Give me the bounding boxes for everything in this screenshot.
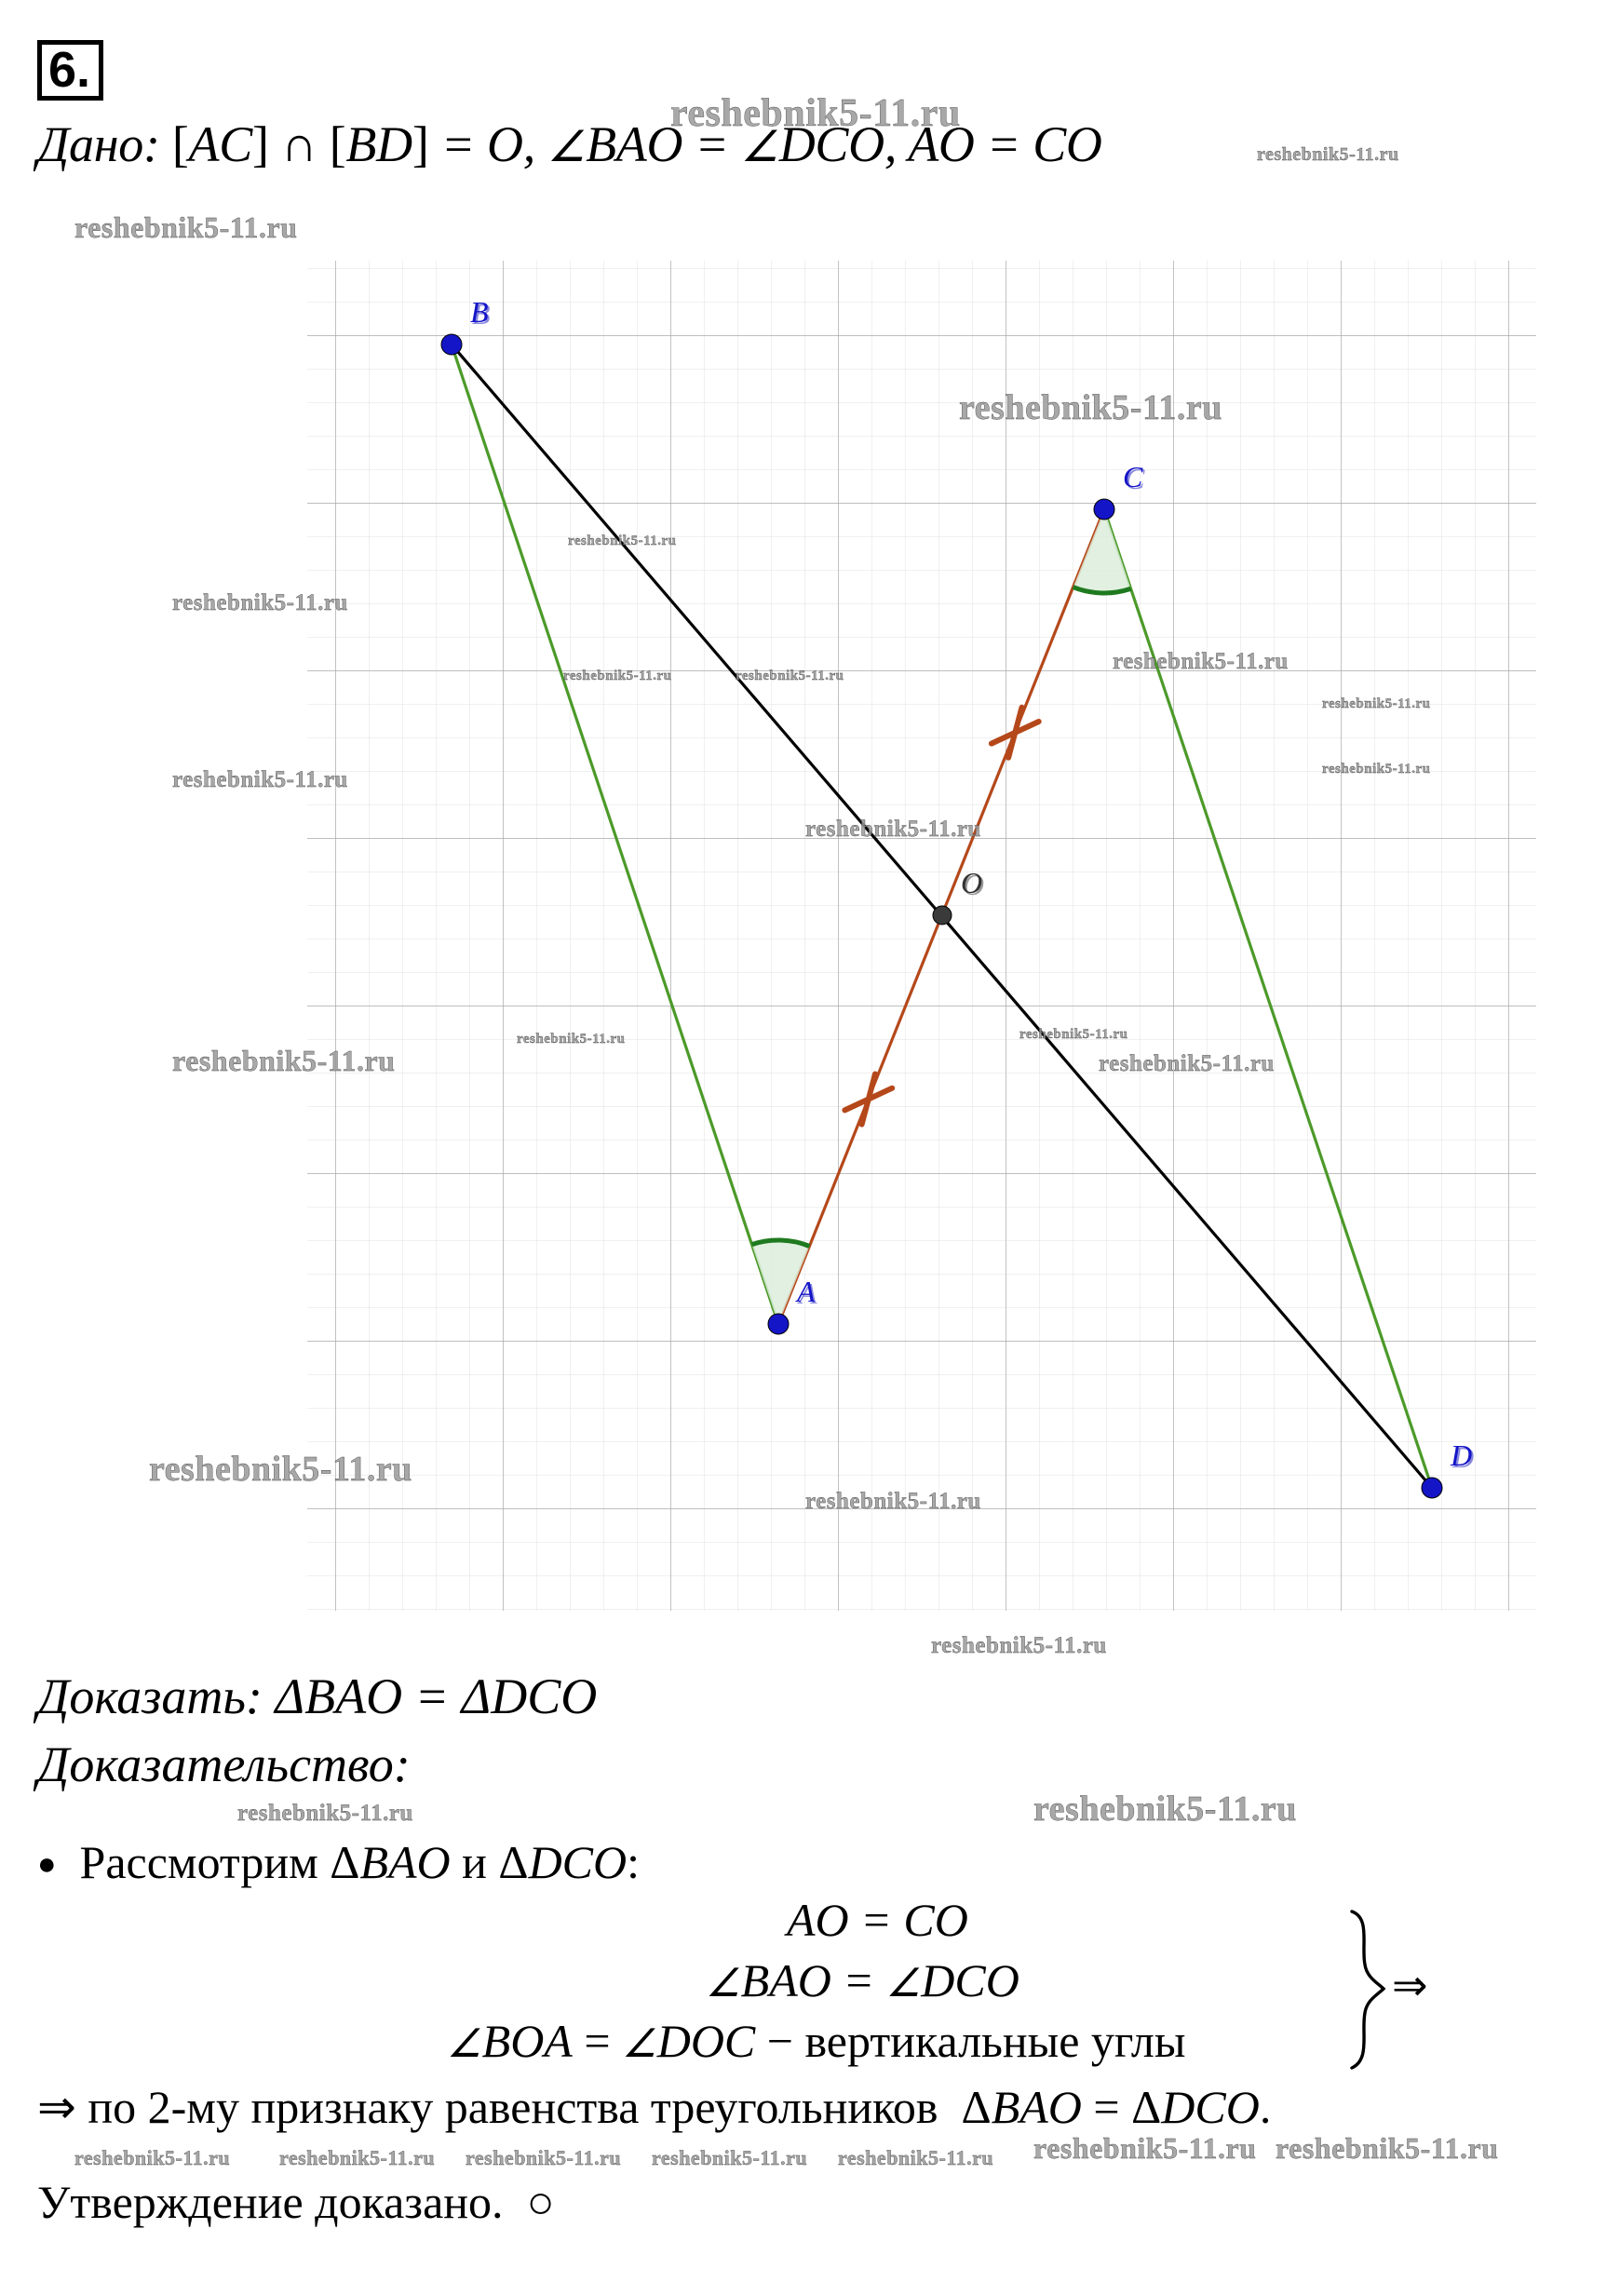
svg-text:O: O [961, 866, 982, 899]
svg-text:B: B [470, 295, 489, 329]
svg-text:D: D [1450, 1438, 1472, 1472]
svg-text:C: C [1123, 460, 1143, 493]
svg-text:A: A [795, 1275, 816, 1308]
